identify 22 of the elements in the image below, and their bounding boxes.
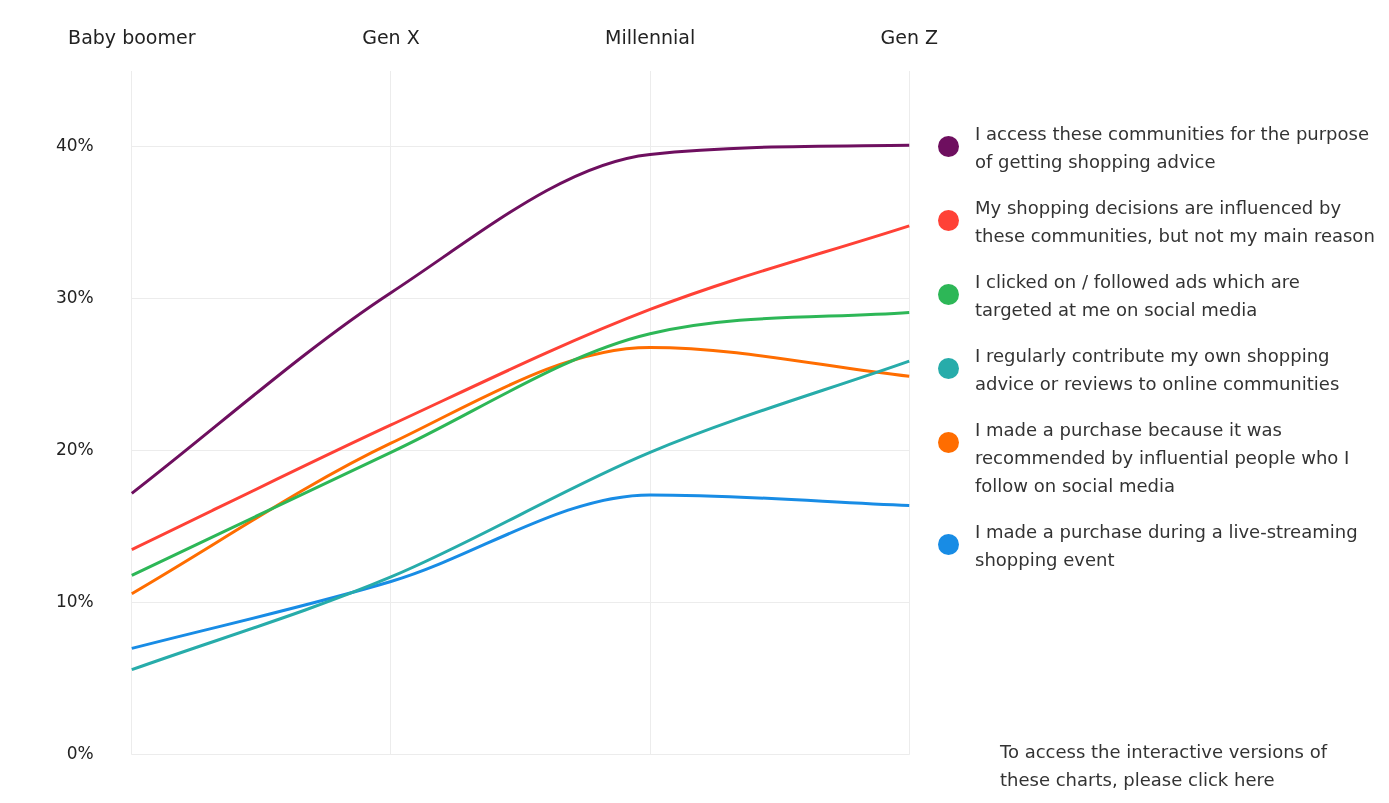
y-tick-label: 40% bbox=[55, 135, 94, 156]
legend-label: I clicked on / followed ads which are targeted at me on social media bbox=[975, 270, 1301, 322]
line-series bbox=[130, 345, 911, 596]
line-series bbox=[130, 310, 911, 577]
legend-label: My shopping decisions are influenced by these communities, but not my main reason bbox=[975, 196, 1375, 248]
line-series bbox=[130, 224, 911, 552]
legend-label: I made a purchase during a live-streaming shopping event bbox=[975, 520, 1359, 572]
text: To access the interactive versions of these charts, please click here bbox=[1000, 740, 1329, 792]
x-tick-label: Millennial bbox=[604, 26, 696, 49]
line-series bbox=[130, 143, 911, 495]
x-tick-label: Gen Z bbox=[880, 26, 938, 49]
legend-label: I made a purchase because it was recommended by influential people who I follow on social media bbox=[975, 418, 1351, 498]
y-tick-label: 10% bbox=[55, 591, 94, 612]
line-series bbox=[130, 493, 911, 650]
legend-label: I regularly contribute my own shopping advice or reviews to online communities bbox=[975, 344, 1341, 396]
y-tick-label: 30% bbox=[55, 287, 94, 308]
legend-label: I access these communities for the purpose of getting shopping advice bbox=[975, 122, 1370, 174]
x-tick-label: Gen X bbox=[362, 26, 420, 49]
x-tick-label: Baby boomer bbox=[68, 26, 196, 49]
line-series bbox=[130, 359, 911, 672]
y-tick-label: 0% bbox=[66, 743, 94, 764]
y-tick-label: 20% bbox=[55, 439, 94, 460]
